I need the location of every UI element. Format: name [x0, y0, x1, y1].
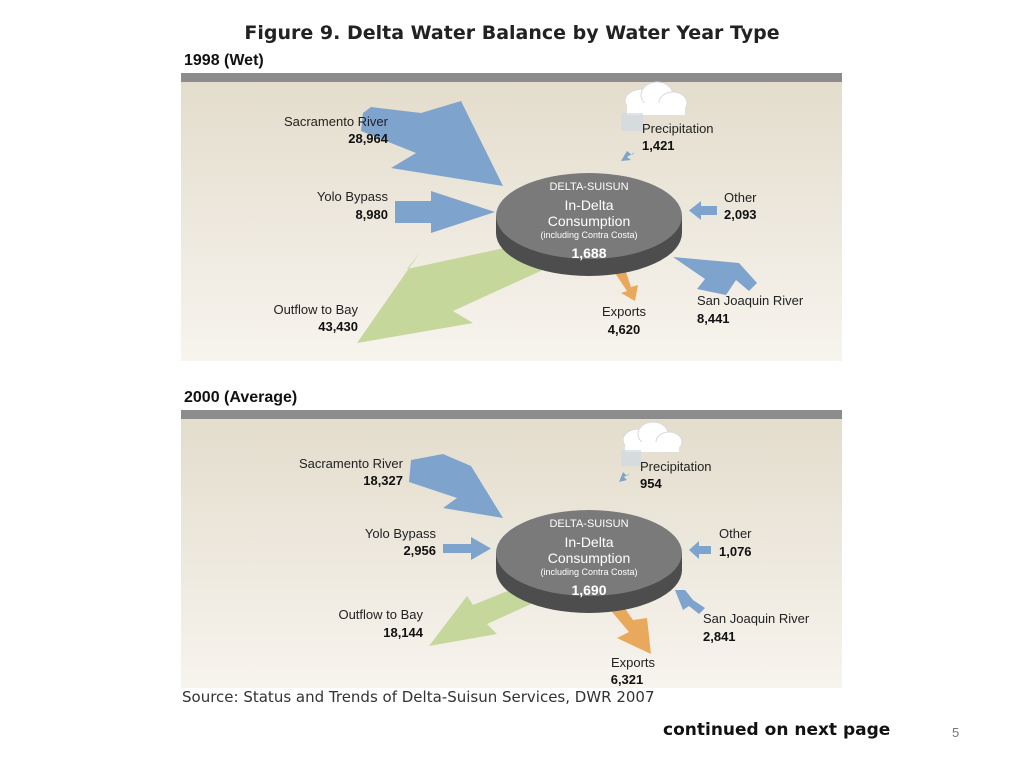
figure-title: Figure 9. Delta Water Balance by Water Y…: [244, 22, 780, 44]
other-arrow: [689, 541, 711, 559]
center-line-2: Consumption: [548, 550, 631, 566]
continued-note: continued on next page: [663, 720, 891, 740]
san-joaquin-value: 8,441: [697, 311, 730, 326]
other-label: Other: [724, 190, 757, 205]
center-title: DELTA-SUISUN: [549, 518, 628, 530]
sacramento-label: Sacramento River: [299, 456, 404, 471]
san-joaquin-label: San Joaquin River: [697, 293, 804, 308]
source-note: Source: Status and Trends of Delta-Suisu…: [182, 688, 655, 706]
in-delta-value: 1,688: [571, 245, 606, 261]
san-joaquin-label: San Joaquin River: [703, 611, 810, 626]
precipitation-value: 954: [640, 476, 662, 491]
cloud-icon: [621, 421, 683, 466]
center-title: DELTA-SUISUN: [549, 181, 628, 193]
center-line-1: In-Delta: [564, 534, 613, 550]
sacramento-label: Sacramento River: [284, 114, 389, 129]
yolo-bypass-arrow: [395, 191, 495, 233]
panel-label-2000: 2000 (Average): [184, 389, 298, 406]
cloud-icon: [621, 81, 688, 131]
center-line-2: Consumption: [548, 213, 631, 229]
exports-value: 4,620: [608, 322, 641, 337]
diagram-1998: DELTA-SUISUN In-Delta Consumption (inclu…: [181, 73, 842, 361]
panel-label-1998: 1998 (Wet): [184, 52, 264, 69]
other-arrow: [689, 201, 717, 220]
center-note: (including Contra Costa): [540, 567, 637, 577]
in-delta-consumption-disk: [496, 510, 682, 613]
precipitation-label: Precipitation: [642, 121, 714, 136]
yolo-value: 8,980: [355, 207, 388, 222]
in-delta-consumption-disk: [496, 173, 682, 276]
exports-arrow: [607, 600, 651, 654]
sacramento-river-arrow: [361, 101, 503, 186]
outflow-value: 18,144: [383, 625, 424, 640]
center-line-1: In-Delta: [564, 197, 613, 213]
panel-1998: DELTA-SUISUN In-Delta Consumption (inclu…: [181, 73, 842, 361]
diagram-2000: DELTA-SUISUN In-Delta Consumption (inclu…: [181, 410, 842, 688]
other-value: 1,076: [719, 544, 752, 559]
yolo-label: Yolo Bypass: [317, 189, 389, 204]
outflow-label: Outflow to Bay: [273, 302, 358, 317]
sacramento-river-arrow: [409, 454, 503, 518]
outflow-value: 43,430: [318, 319, 358, 334]
exports-label: Exports: [611, 655, 656, 670]
yolo-label: Yolo Bypass: [365, 526, 437, 541]
exports-value: 6,321: [611, 672, 644, 687]
san-joaquin-arrow: [673, 257, 757, 295]
panel-2000: DELTA-SUISUN In-Delta Consumption (inclu…: [181, 410, 842, 688]
precipitation-arrow: [619, 470, 633, 482]
outflow-label: Outflow to Bay: [338, 607, 423, 622]
yolo-bypass-arrow: [443, 537, 491, 560]
sacramento-value: 18,327: [363, 473, 403, 488]
yolo-value: 2,956: [403, 543, 436, 558]
precipitation-value: 1,421: [642, 138, 675, 153]
sacramento-value: 28,964: [348, 131, 389, 146]
exports-label: Exports: [602, 304, 647, 319]
san-joaquin-arrow: [675, 590, 705, 614]
panel-top-bar: [181, 73, 842, 82]
precipitation-arrow: [621, 148, 639, 161]
precipitation-label: Precipitation: [640, 459, 712, 474]
in-delta-value: 1,690: [571, 582, 606, 598]
other-label: Other: [719, 526, 752, 541]
outflow-arrow: [357, 243, 545, 343]
panel-top-bar: [181, 410, 842, 419]
page-number: 5: [952, 725, 960, 740]
outflow-arrow: [429, 588, 531, 646]
center-note: (including Contra Costa): [540, 230, 637, 240]
san-joaquin-value: 2,841: [703, 629, 736, 644]
exports-arrow: [615, 269, 638, 301]
other-value: 2,093: [724, 207, 757, 222]
